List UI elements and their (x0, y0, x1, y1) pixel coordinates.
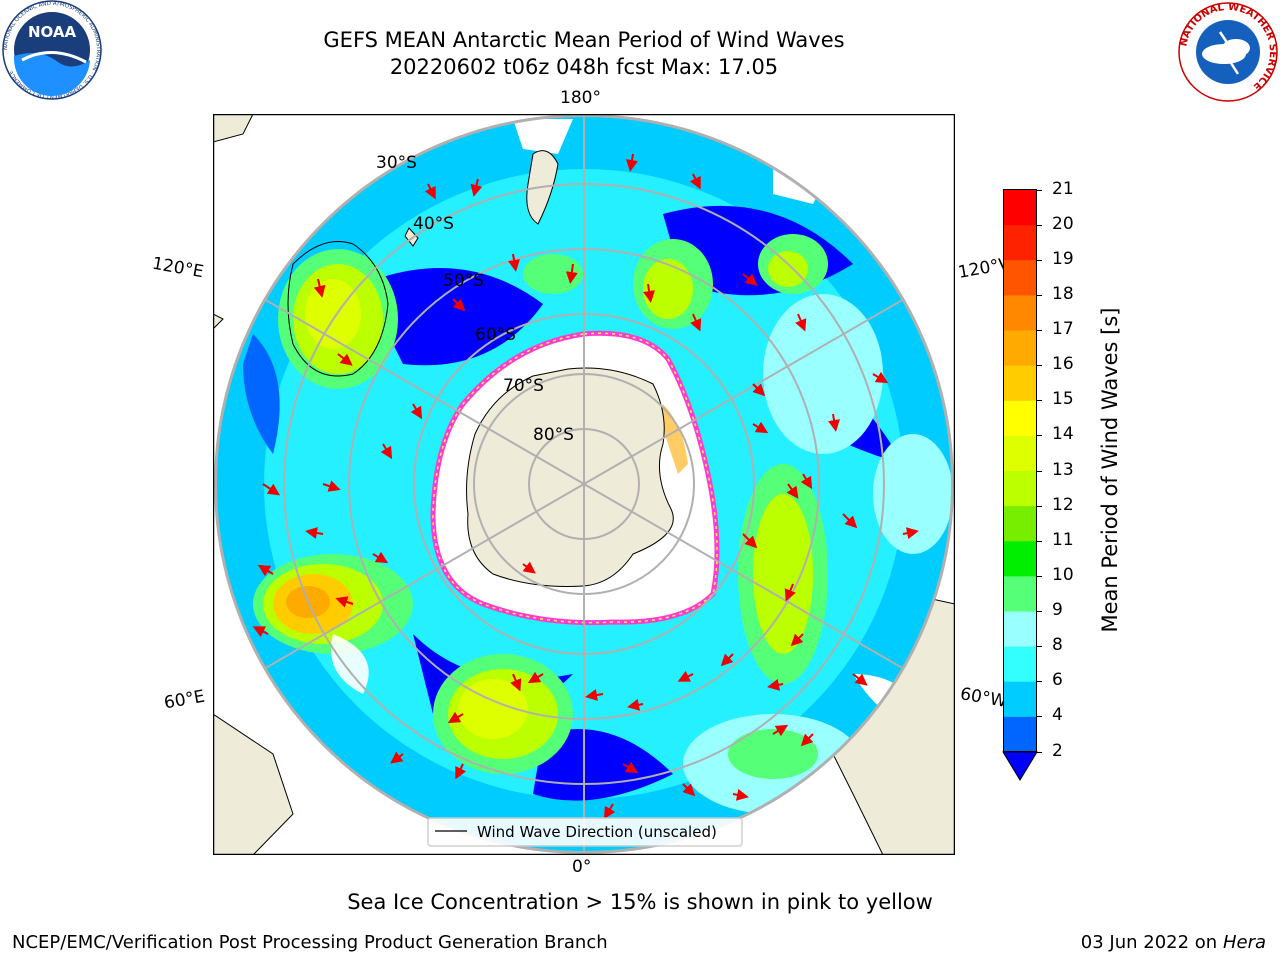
colorbar-tick-label: 14 (1052, 424, 1074, 445)
lat-label-80s: 80°S (533, 425, 574, 445)
colorbar-block (1003, 189, 1037, 226)
colorbar-tick-mark (1036, 646, 1042, 648)
lon-label-60e: 60°E (162, 686, 207, 714)
lon-label-0: 0° (572, 857, 592, 877)
colorbar-tick-mark (1036, 751, 1042, 753)
polar-map: 30°S 40°S 50°S 60°S 70°S 80°S Wind Wave … (213, 114, 955, 855)
lat-label-50s: 50°S (443, 271, 484, 291)
colorbar-tick-label: 21 (1052, 178, 1074, 199)
noaa-logo: NATIONAL OCEANIC AND ATMOSPHERIC ADMINIS… (2, 0, 102, 100)
colorbar-block (1003, 716, 1037, 752)
map-title-line2: 20220602 t06z 048h fcst Max: 17.05 (389, 55, 779, 79)
lon-label-180: 180° (560, 88, 601, 108)
colorbar-tick-mark (1036, 330, 1042, 331)
sea-ice-note: Sea Ice Concentration > 15% is shown in … (347, 890, 933, 914)
lat-label-60s: 60°S (475, 325, 516, 345)
run-date-text: 03 Jun 2022 on (1080, 932, 1218, 953)
colorbar-extend-arrow (1002, 751, 1038, 781)
colorbar-tick-mark (1036, 435, 1042, 437)
colorbar-tick-label: 9 (1052, 600, 1063, 620)
branch-credit: NCEP/EMC/Verification Post Processing Pr… (12, 932, 608, 953)
colorbar-tick-mark (1036, 224, 1042, 226)
colorbar-tick-mark (1036, 681, 1042, 683)
colorbar-tick-label: 12 (1052, 494, 1074, 515)
colorbar-tick-label: 11 (1052, 529, 1074, 550)
colorbar-tick-mark (1036, 575, 1042, 577)
colorbar-label: Mean Period of Wind Waves [s] (1098, 307, 1122, 633)
colorbar-tick-label: 13 (1052, 459, 1074, 480)
colorbar-tick-label: 18 (1052, 283, 1074, 304)
colorbar-block (1003, 400, 1037, 436)
colorbar-tick-mark (1036, 400, 1042, 402)
colorbar-tick-mark (1036, 470, 1042, 472)
colorbar-tick-label: 15 (1052, 389, 1074, 410)
colorbar-tick-label: 16 (1052, 354, 1074, 375)
colorbar-tick-mark (1036, 505, 1042, 507)
colorbar (1002, 189, 1038, 781)
colorbar-tick-label: 8 (1052, 635, 1063, 656)
colorbar-block (1003, 611, 1037, 647)
run-machine: Hera (1222, 932, 1266, 953)
antarctica (466, 367, 674, 587)
colorbar-block (1003, 681, 1037, 717)
colorbar-block (1003, 470, 1037, 507)
colorbar-tick-mark (1036, 259, 1042, 261)
colorbar-tick-label: 6 (1052, 670, 1063, 691)
lat-label-40s: 40°S (413, 214, 454, 234)
colorbar-tick-label: 10 (1052, 564, 1074, 585)
colorbar-tick-label: 17 (1052, 319, 1074, 339)
colorbar-block (1003, 575, 1037, 612)
colorbar-block (1003, 646, 1037, 682)
wind-wave-arrows (252, 153, 919, 820)
nws-logo: NATIONAL WEATHER SERVICE (1178, 2, 1278, 102)
colorbar-block (1003, 224, 1037, 261)
map-title-line1: GEFS MEAN Antarctic Mean Period of Wind … (323, 28, 845, 52)
lon-label-120e: 120°E (150, 253, 206, 283)
colorbar-block (1003, 330, 1037, 366)
colorbar-tick-mark (1036, 611, 1042, 612)
colorbar-tick-mark (1036, 716, 1042, 718)
map-frame (213, 114, 955, 855)
run-date: 03 Jun 2022 on Hera (1081, 932, 1266, 953)
colorbar-tick-label: 20 (1052, 213, 1074, 234)
colorbar-block (1003, 540, 1037, 577)
lat-label-70s: 70°S (503, 376, 544, 396)
colorbar-tick-mark (1036, 540, 1042, 542)
colorbar-block (1003, 259, 1037, 296)
colorbar-tick-mark (1036, 294, 1042, 296)
colorbar-tick-mark (1036, 189, 1042, 191)
colorbar-tick-label: 2 (1052, 740, 1063, 761)
colorbar-tick-label: 4 (1052, 705, 1063, 726)
colorbar-block (1003, 435, 1037, 471)
colorbar-block (1003, 505, 1037, 542)
legend-label: Wind Wave Direction (unscaled) (477, 823, 717, 841)
lat-label-30s: 30°S (376, 153, 417, 173)
map-legend: Wind Wave Direction (unscaled) (427, 817, 743, 847)
colorbar-block (1003, 294, 1037, 331)
colorbar-tick-label: 19 (1052, 248, 1074, 269)
colorbar-tick-mark (1036, 365, 1042, 367)
colorbar-block (1003, 365, 1037, 401)
noaa-logo-text: NOAA (28, 23, 77, 41)
